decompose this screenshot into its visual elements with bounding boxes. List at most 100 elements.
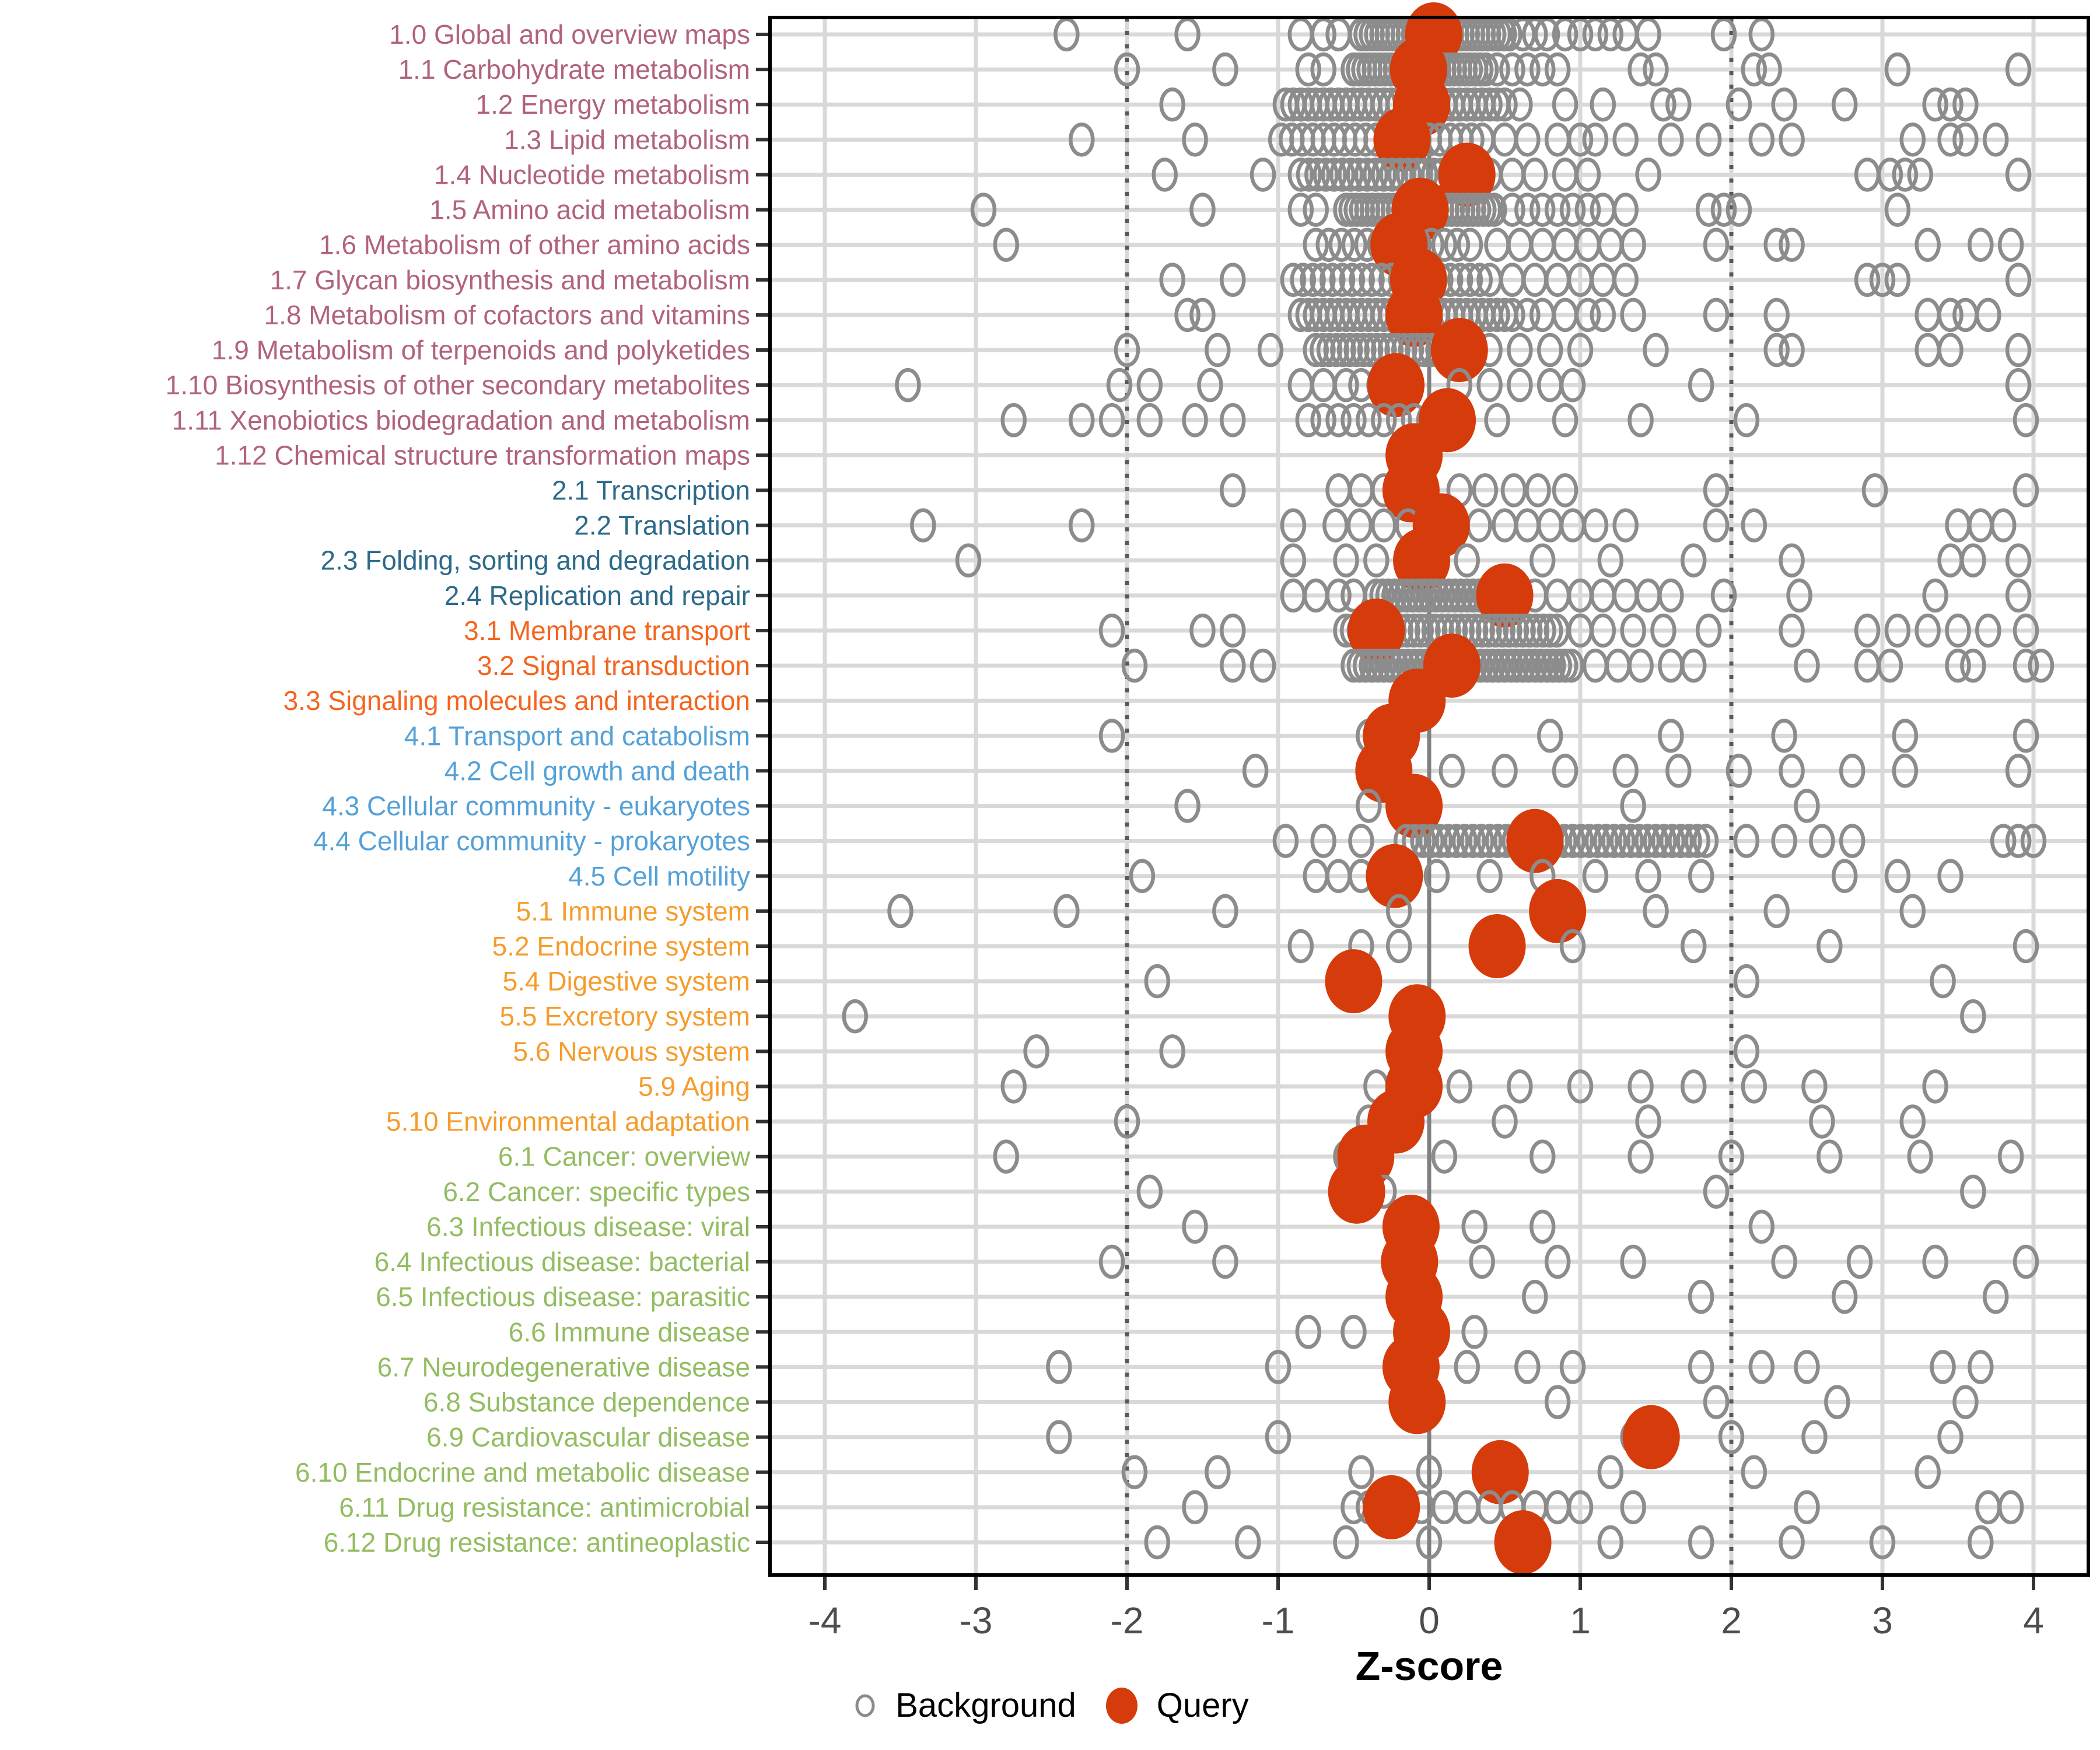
background-point xyxy=(1884,859,1911,894)
query-point xyxy=(1471,1440,1529,1504)
background-point xyxy=(1763,228,1790,262)
background-point xyxy=(1628,1069,1654,1104)
row-label: 1.3 Lipid metabolism xyxy=(504,124,750,155)
background-point xyxy=(1748,1350,1775,1384)
background-point xyxy=(1544,52,1571,87)
background-point xyxy=(1359,262,1385,298)
background-point xyxy=(1574,192,1601,227)
background-point xyxy=(1348,1455,1374,1490)
background-point xyxy=(1514,52,1541,87)
background-point xyxy=(1558,648,1584,683)
x-tick-label: 0 xyxy=(1419,1600,1440,1642)
background-point xyxy=(1667,824,1694,858)
row-label: 5.1 Immune system xyxy=(516,896,750,926)
background-point xyxy=(1451,824,1478,858)
background-point xyxy=(1703,473,1730,508)
background-point xyxy=(1968,1350,1994,1384)
row-label: 3.1 Membrane transport xyxy=(464,615,750,646)
background-point xyxy=(1159,87,1185,122)
row-label: 5.10 Environmental adaptation xyxy=(386,1107,750,1137)
legend-query-label: Query xyxy=(1156,1686,1249,1724)
background-point xyxy=(1121,648,1148,683)
background-point xyxy=(1461,1315,1488,1349)
row-label: 1.7 Glycan biosynthesis and metabolism xyxy=(270,265,750,295)
query-point xyxy=(1385,282,1443,347)
background-point xyxy=(1431,1139,1458,1174)
background-point xyxy=(1983,1279,2009,1314)
query-point xyxy=(1622,1405,1680,1469)
background-point xyxy=(1869,1525,1896,1560)
background-point xyxy=(1567,1069,1594,1104)
background-point xyxy=(1492,754,1518,788)
row-label: 5.9 Aging xyxy=(638,1071,750,1101)
background-point xyxy=(1189,192,1216,227)
background-point xyxy=(1794,648,1820,683)
background-point xyxy=(1559,929,1586,964)
background-point xyxy=(1612,508,1639,542)
background-point xyxy=(1469,1244,1495,1279)
background-point xyxy=(1884,262,1911,298)
background-point xyxy=(1620,1490,1646,1525)
background-point xyxy=(1756,52,1782,87)
query-legend-icon xyxy=(1105,1687,1138,1724)
background-point xyxy=(1726,192,1752,227)
background-point xyxy=(1046,1350,1072,1384)
background-point xyxy=(1159,262,1185,298)
row-label: 2.1 Transcription xyxy=(552,475,750,506)
background-point xyxy=(1582,508,1609,542)
row-label: 1.10 Biosynthesis of other secondary met… xyxy=(166,370,750,400)
row-label: 1.1 Carbohydrate metabolism xyxy=(398,54,750,85)
background-point xyxy=(1544,1385,1571,1419)
background-point xyxy=(1280,508,1307,542)
background-point xyxy=(1726,754,1752,788)
background-point xyxy=(1114,1104,1140,1139)
background-point xyxy=(1328,228,1355,262)
background-point xyxy=(1601,824,1628,858)
background-point xyxy=(1484,298,1510,332)
background-point xyxy=(1371,403,1397,438)
background-point xyxy=(1763,332,1790,368)
background-point xyxy=(1385,929,1412,964)
query-point xyxy=(1366,844,1423,908)
background-point xyxy=(1069,123,1095,157)
background-point xyxy=(1741,508,1768,542)
background-point xyxy=(1643,894,1669,929)
background-point xyxy=(1922,1069,1948,1104)
background-point xyxy=(1839,824,1866,858)
legend-item-query: Query xyxy=(1103,1686,1249,1725)
background-point xyxy=(1733,1034,1760,1069)
background-point xyxy=(1340,578,1367,613)
x-tick-label: 1 xyxy=(1570,1600,1591,1642)
background-point xyxy=(1665,754,1692,788)
background-point xyxy=(1220,403,1246,438)
background-point xyxy=(1937,123,1964,157)
background-point xyxy=(1322,508,1349,542)
background-point xyxy=(1861,473,1888,508)
background-point xyxy=(1438,754,1465,788)
background-point xyxy=(1597,1455,1624,1490)
row-label: 6.8 Substance dependence xyxy=(424,1387,750,1418)
row-label: 4.1 Transport and catabolism xyxy=(404,720,750,751)
row-label: 1.11 Xenobiotics biodegradation and meta… xyxy=(172,405,750,435)
background-point xyxy=(1899,894,1926,929)
background-point xyxy=(1295,1315,1322,1349)
background-point xyxy=(2005,824,2032,858)
background-point xyxy=(1990,508,2017,542)
background-point xyxy=(1567,123,1594,157)
background-point xyxy=(1658,578,1684,613)
background-point xyxy=(1499,298,1525,332)
background-point xyxy=(1280,262,1307,298)
background-point xyxy=(1779,123,1805,157)
background-point xyxy=(1418,824,1445,858)
row-label: 4.4 Cellular community - prokaryotes xyxy=(313,826,750,856)
background-point xyxy=(1265,1420,1292,1454)
background-point xyxy=(1339,262,1366,298)
background-point xyxy=(1681,543,1707,578)
background-point xyxy=(1530,1139,1556,1174)
background-point xyxy=(2005,332,2032,368)
background-point xyxy=(1688,368,1714,402)
background-point xyxy=(1069,508,1095,542)
row-label: 6.12 Drug resistance: antineoplastic xyxy=(324,1527,750,1558)
background-point xyxy=(1484,403,1510,438)
row-label: 6.3 Infectious disease: viral xyxy=(426,1212,750,1242)
